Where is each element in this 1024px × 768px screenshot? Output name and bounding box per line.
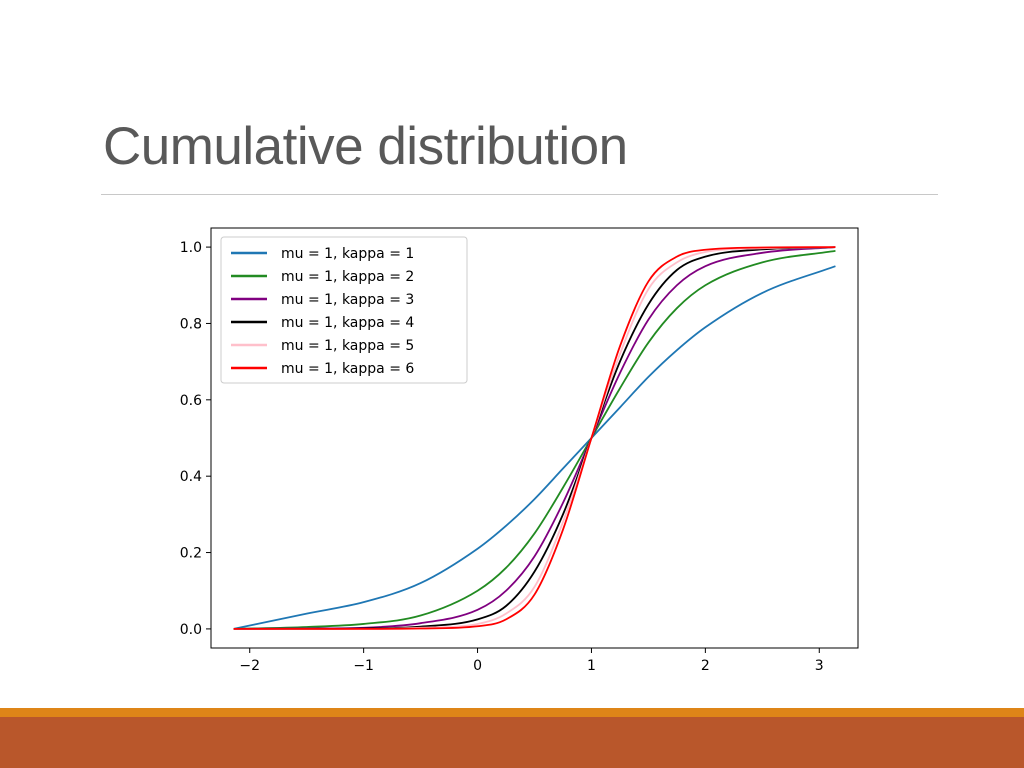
series-line-2 <box>233 250 836 630</box>
footer-stripe <box>0 708 1024 717</box>
legend-label-6: mu = 1, kappa = 6 <box>281 361 414 377</box>
legend-label-3: mu = 1, kappa = 3 <box>281 292 414 308</box>
series-line-3 <box>233 246 836 630</box>
legend-label-1: mu = 1, kappa = 1 <box>281 246 414 262</box>
x-axis-ticks: −2 −1 0 1 2 3 <box>239 648 824 674</box>
y-tick-label: 1.0 <box>180 240 202 256</box>
series-line-6 <box>233 246 836 630</box>
footer-bar <box>0 708 1024 768</box>
x-tick-label: −1 <box>353 658 374 674</box>
legend-box <box>220 236 468 384</box>
plot-frame <box>210 227 859 649</box>
y-tick-label: 0.4 <box>180 469 202 485</box>
y-tick-label: 0.8 <box>180 316 202 332</box>
title-divider <box>101 194 938 195</box>
y-axis-ticks: 0.0 0.2 0.4 0.6 0.8 1.0 <box>180 240 211 638</box>
y-tick-label: 0.0 <box>180 622 202 638</box>
x-tick-label: 1 <box>587 658 596 674</box>
legend-label-5: mu = 1, kappa = 5 <box>281 338 414 354</box>
x-tick-label: 2 <box>701 658 710 674</box>
x-tick-label: 3 <box>815 658 824 674</box>
legend: mu = 1, kappa = 1 mu = 1, kappa = 2 mu = 1… <box>220 236 468 384</box>
series-layer <box>233 246 836 630</box>
x-tick-label: −2 <box>239 658 260 674</box>
cdf-chart: −2 −1 0 1 2 3 0.0 0.2 0.4 0.6 0.8 1.0 mu = 1, kapp… <box>150 218 870 688</box>
legend-label-4: mu = 1, kappa = 4 <box>281 315 414 331</box>
y-tick-label: 0.2 <box>180 546 202 562</box>
chart-svg: −2 −1 0 1 2 3 0.0 0.2 0.4 0.6 0.8 1.0 mu = 1, kapp… <box>180 227 859 674</box>
legend-label-2: mu = 1, kappa = 2 <box>281 269 414 285</box>
series-line-1 <box>233 265 836 630</box>
slide-title: Cumulative distribution <box>103 117 628 176</box>
y-tick-label: 0.6 <box>180 393 202 409</box>
x-tick-label: 0 <box>473 658 482 674</box>
